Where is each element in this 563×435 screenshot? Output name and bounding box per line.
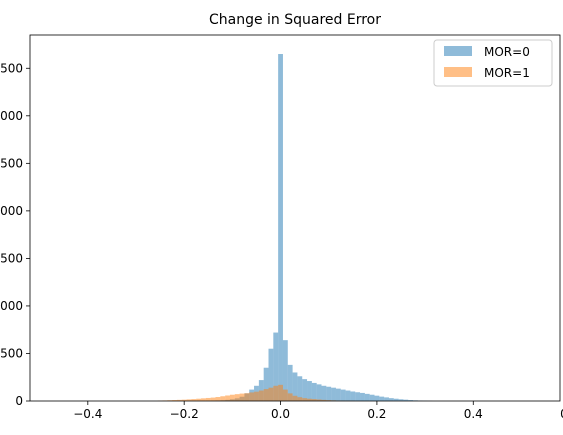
histogram-bar	[268, 348, 274, 401]
y-tick-label: 2500	[0, 156, 23, 170]
histogram-bar	[326, 400, 332, 401]
histogram-bar	[398, 399, 404, 401]
histogram-bar	[316, 399, 322, 401]
histogram-bar	[350, 391, 356, 401]
histogram-bar	[316, 384, 322, 401]
histogram-bar	[196, 398, 202, 401]
legend-label: MOR=0	[484, 45, 530, 59]
legend-label: MOR=1	[484, 66, 530, 80]
histogram-bar	[225, 395, 230, 401]
histogram-bar	[374, 395, 380, 401]
y-tick-label: 500	[0, 346, 23, 360]
histogram-bar	[254, 391, 259, 401]
histogram-bar	[360, 392, 365, 401]
histogram-bar	[311, 382, 317, 401]
x-tick-label: 0.4	[464, 407, 483, 421]
histogram-bar	[297, 397, 303, 401]
histogram-bar	[210, 397, 216, 401]
histogram-bar	[297, 376, 303, 401]
histogram-bar	[384, 397, 389, 401]
histogram-bar	[220, 396, 226, 401]
histogram-bar	[282, 389, 288, 401]
histogram-bar	[326, 386, 332, 401]
histogram-bar	[268, 387, 274, 401]
x-tick-label: −0.2	[170, 407, 199, 421]
histogram-bar	[403, 399, 409, 401]
histogram-bar	[331, 387, 336, 401]
histogram-bar	[258, 390, 264, 401]
histogram-bar	[244, 393, 250, 401]
histogram-bar	[307, 398, 312, 401]
histogram-bar	[335, 388, 341, 401]
histogram-bar	[263, 389, 269, 401]
histogram-bar	[186, 399, 192, 401]
histogram-bar	[234, 394, 240, 401]
histogram-bar	[311, 399, 317, 401]
series-mor-1	[157, 384, 356, 401]
histogram-bar	[273, 385, 279, 401]
histogram-bar	[292, 395, 298, 401]
legend: MOR=0 MOR=1	[433, 39, 553, 87]
histogram-bar	[292, 372, 298, 401]
histogram-bar	[408, 400, 414, 401]
x-tick-label: 0.2	[367, 407, 386, 421]
histogram-bar	[229, 394, 235, 401]
histogram-bar	[176, 399, 182, 401]
histogram-bar	[321, 385, 327, 401]
histogram-bar	[181, 399, 187, 401]
plot-frame	[29, 34, 561, 402]
histogram-bar	[388, 398, 394, 401]
y-tick-label: 1000	[0, 299, 23, 313]
histogram-bar	[239, 393, 245, 401]
y-tick-label: 2000	[0, 204, 23, 218]
y-axis: 0 500 1000 1500 2000 2500 3000 3500	[0, 61, 30, 408]
histogram-bar	[278, 384, 283, 401]
bars-layer	[157, 54, 433, 401]
histogram-bar	[369, 394, 375, 401]
chart-title: Change in Squared Error	[209, 12, 381, 28]
series-mor-0	[205, 54, 433, 401]
histogram-bar	[205, 397, 211, 401]
histogram-bar	[287, 364, 293, 401]
x-tick-label: 0.0	[271, 407, 290, 421]
x-tick-label: 0.6	[560, 407, 563, 421]
histogram-bar	[191, 399, 197, 401]
histogram-bar	[345, 390, 351, 401]
histogram-bar	[273, 332, 279, 401]
histogram-bar	[249, 392, 255, 401]
histogram-bar	[393, 398, 399, 401]
y-tick-label: 0	[15, 394, 23, 408]
histogram-bar	[201, 398, 206, 401]
histogram-bar	[364, 393, 370, 401]
histogram-bar	[278, 54, 283, 401]
y-tick-label: 1500	[0, 251, 23, 265]
x-tick-label: −0.4	[73, 407, 102, 421]
histogram-bar	[287, 393, 293, 401]
legend-swatch	[444, 46, 472, 56]
histogram-bar	[321, 399, 327, 401]
histogram-bar	[302, 379, 308, 401]
histogram-bar	[282, 340, 288, 401]
histogram-bar	[302, 398, 308, 401]
histogram-bar	[340, 389, 346, 401]
y-tick-label: 3000	[0, 109, 23, 123]
histogram-bar	[263, 367, 269, 401]
histogram-bar	[215, 397, 221, 401]
y-tick-label: 3500	[0, 61, 23, 75]
histogram-bar	[379, 396, 385, 401]
legend-swatch	[444, 67, 472, 77]
x-axis: −0.4 −0.2 0.0 0.2 0.4 0.6	[73, 401, 563, 421]
histogram-bar	[307, 381, 312, 401]
histogram-bar	[355, 392, 361, 401]
histogram-bar	[172, 400, 177, 401]
